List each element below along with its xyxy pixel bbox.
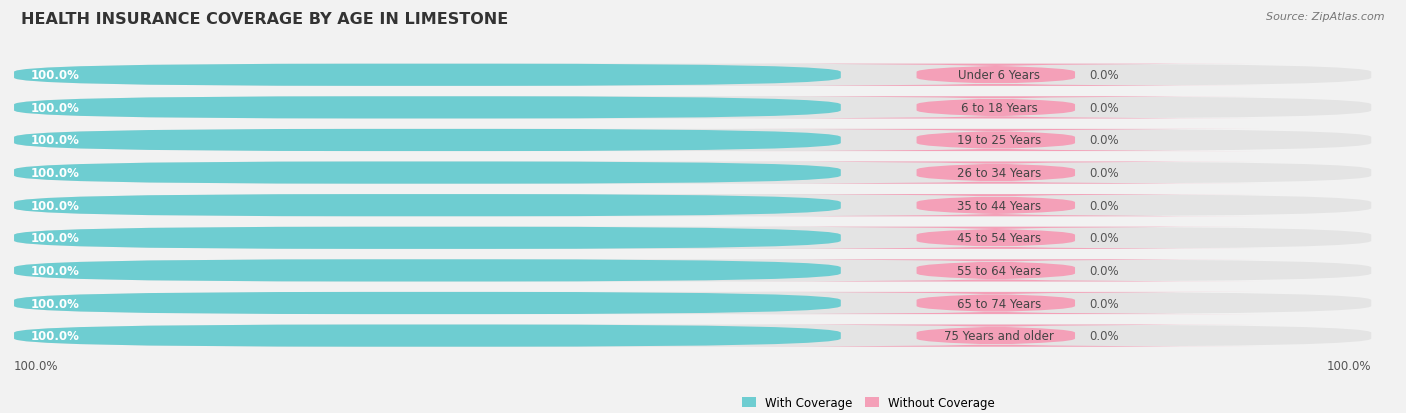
Text: HEALTH INSURANCE COVERAGE BY AGE IN LIMESTONE: HEALTH INSURANCE COVERAGE BY AGE IN LIME… [21,12,509,27]
FancyBboxPatch shape [14,130,1371,152]
Text: 100.0%: 100.0% [31,297,80,310]
FancyBboxPatch shape [14,195,1371,217]
Text: 0.0%: 0.0% [1088,199,1118,212]
FancyBboxPatch shape [14,97,841,119]
FancyBboxPatch shape [731,292,1261,314]
Text: 100.0%: 100.0% [31,329,80,342]
FancyBboxPatch shape [14,64,1371,87]
FancyBboxPatch shape [14,64,841,87]
Text: 35 to 44 Years: 35 to 44 Years [957,199,1042,212]
Text: 100.0%: 100.0% [14,359,59,372]
Text: 100.0%: 100.0% [31,232,80,244]
FancyBboxPatch shape [731,130,1261,152]
Text: 100.0%: 100.0% [31,69,80,82]
FancyBboxPatch shape [731,227,1261,249]
FancyBboxPatch shape [731,64,1261,87]
FancyBboxPatch shape [731,162,1261,184]
FancyBboxPatch shape [731,195,1261,217]
Text: 100.0%: 100.0% [1327,359,1371,372]
FancyBboxPatch shape [14,130,841,152]
FancyBboxPatch shape [731,97,1261,119]
Text: 6 to 18 Years: 6 to 18 Years [960,102,1038,114]
Text: 0.0%: 0.0% [1088,329,1118,342]
FancyBboxPatch shape [14,162,841,184]
FancyBboxPatch shape [14,260,841,282]
FancyBboxPatch shape [14,97,1371,119]
Text: 0.0%: 0.0% [1088,232,1118,244]
Text: 100.0%: 100.0% [31,264,80,277]
FancyBboxPatch shape [14,227,1371,249]
Text: 55 to 64 Years: 55 to 64 Years [957,264,1042,277]
FancyBboxPatch shape [731,325,1261,347]
FancyBboxPatch shape [14,195,841,217]
Text: 0.0%: 0.0% [1088,134,1118,147]
FancyBboxPatch shape [14,325,841,347]
Text: 100.0%: 100.0% [31,167,80,180]
FancyBboxPatch shape [731,260,1261,282]
Text: 100.0%: 100.0% [31,134,80,147]
FancyBboxPatch shape [14,292,1371,314]
FancyBboxPatch shape [14,325,1371,347]
Text: 45 to 54 Years: 45 to 54 Years [957,232,1042,244]
Text: Source: ZipAtlas.com: Source: ZipAtlas.com [1267,12,1385,22]
Text: 100.0%: 100.0% [31,199,80,212]
FancyBboxPatch shape [14,227,841,249]
Text: 0.0%: 0.0% [1088,69,1118,82]
Text: 65 to 74 Years: 65 to 74 Years [957,297,1042,310]
Text: 100.0%: 100.0% [31,102,80,114]
Text: Under 6 Years: Under 6 Years [959,69,1040,82]
Text: 0.0%: 0.0% [1088,102,1118,114]
FancyBboxPatch shape [14,260,1371,282]
Text: 19 to 25 Years: 19 to 25 Years [957,134,1042,147]
Text: 0.0%: 0.0% [1088,297,1118,310]
FancyBboxPatch shape [14,162,1371,184]
Text: 26 to 34 Years: 26 to 34 Years [957,167,1042,180]
Text: 75 Years and older: 75 Years and older [945,329,1054,342]
Text: 0.0%: 0.0% [1088,167,1118,180]
Legend: With Coverage, Without Coverage: With Coverage, Without Coverage [737,392,1000,413]
Text: 0.0%: 0.0% [1088,264,1118,277]
FancyBboxPatch shape [14,292,841,314]
